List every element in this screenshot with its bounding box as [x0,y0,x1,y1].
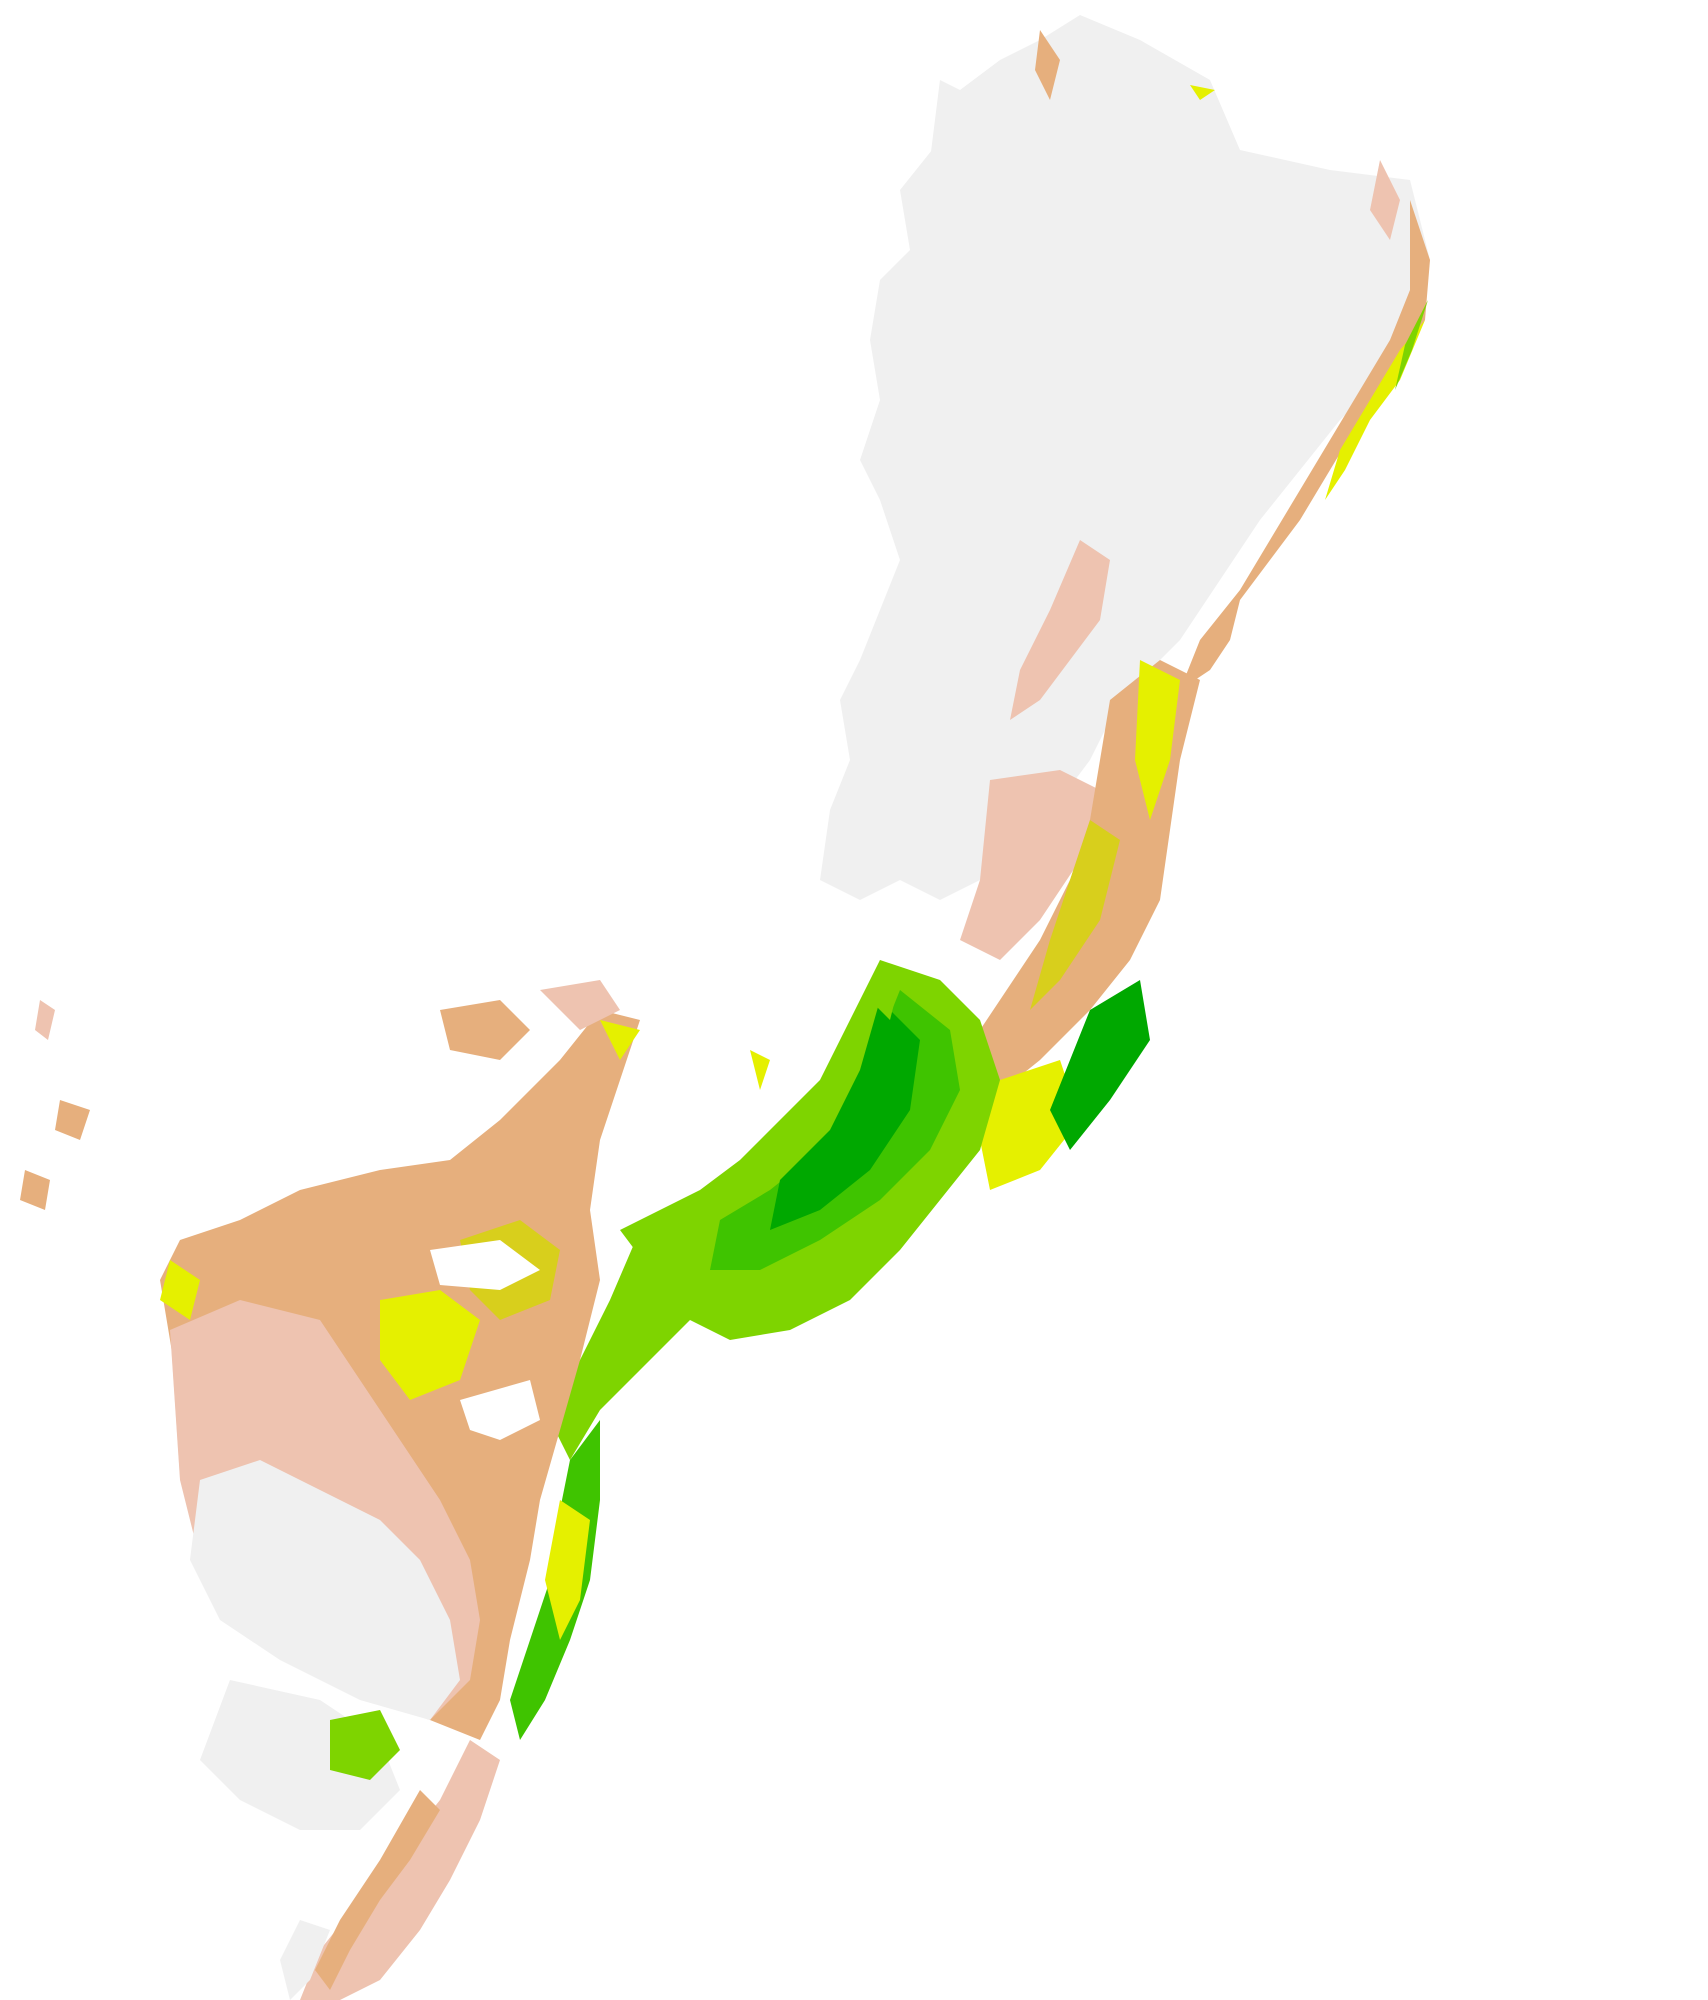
region-south-tail [280,1740,500,2000]
region-ne-coast [1010,200,1430,720]
region-west-plateau [160,1010,640,1830]
region-central-belt [950,660,1200,1190]
region-scattered-patches [20,30,1400,1210]
region-green-core [510,960,1150,1740]
region-pale-north [820,15,1430,900]
